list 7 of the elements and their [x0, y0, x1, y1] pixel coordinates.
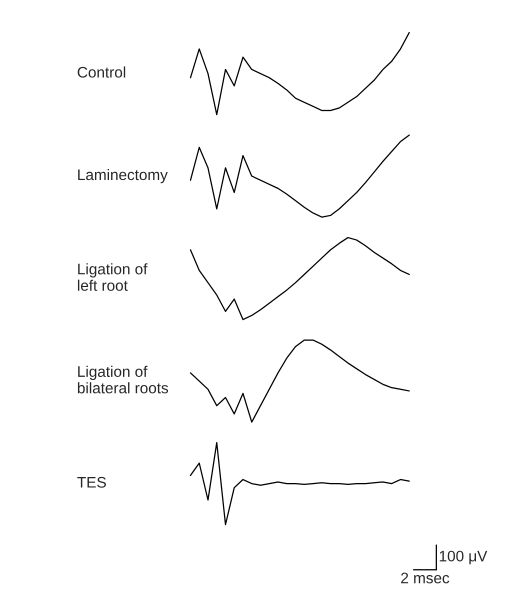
y-axis-title: Control — [78, 66, 126, 78]
text: 2 msec — [401, 572, 450, 584]
y-axis-title: Ligation of left root — [78, 263, 148, 291]
y-axis-title: TES — [77, 476, 106, 488]
text: 100 μV — [440, 550, 488, 564]
y-axis-title: Ligation of bilateral roots — [78, 366, 168, 394]
y-axis-title: Laminectomy — [78, 168, 168, 184]
